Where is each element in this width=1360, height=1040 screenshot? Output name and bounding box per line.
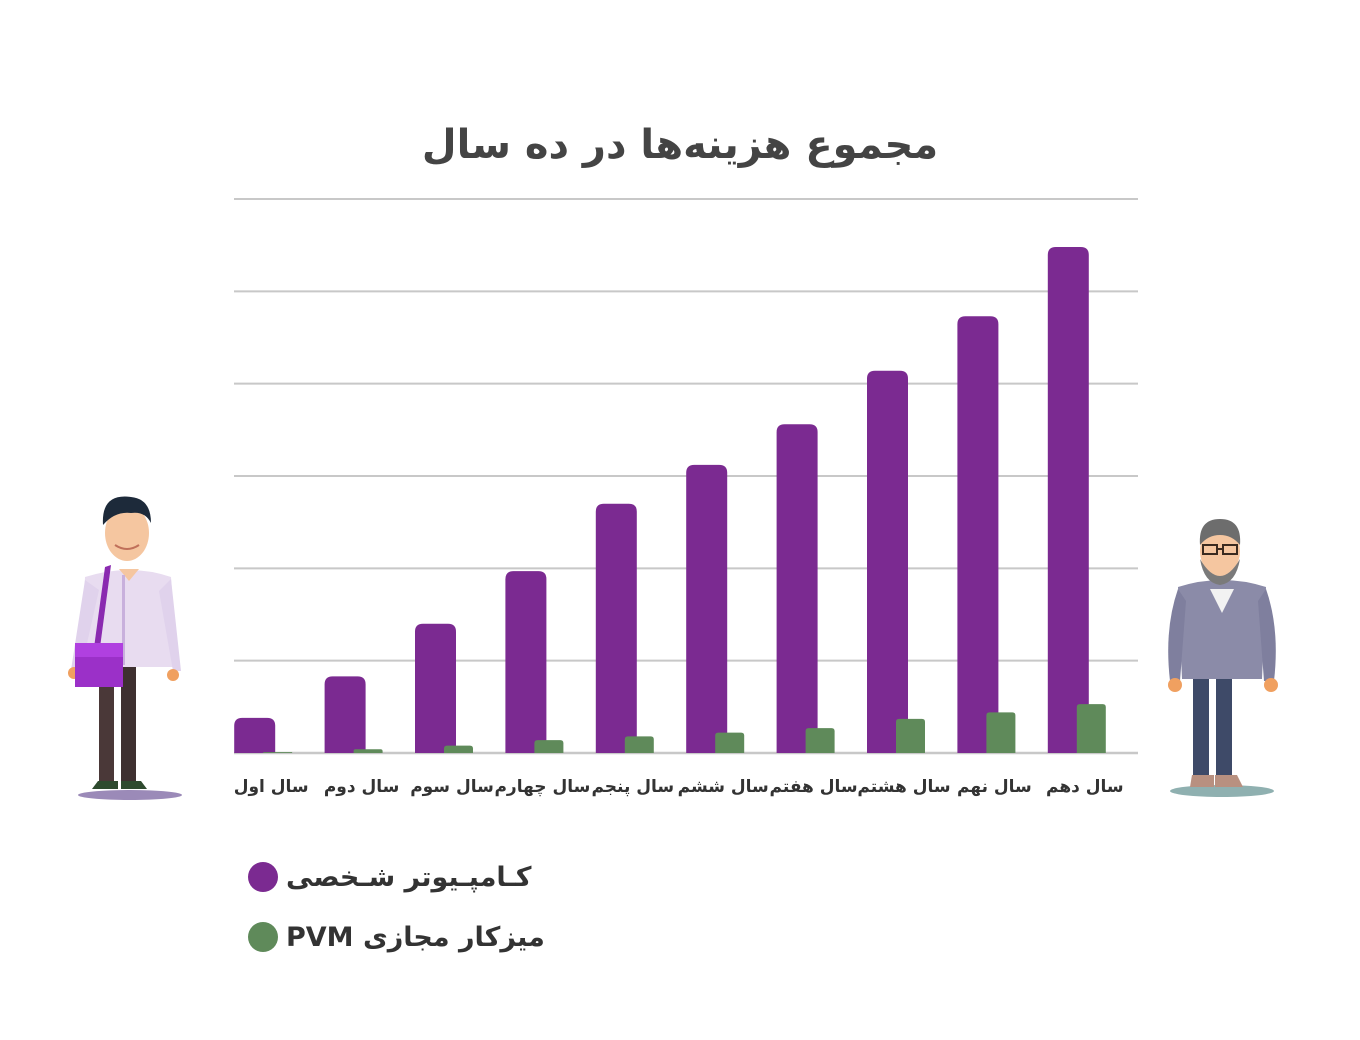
- x-tick-label: سال دوم: [324, 777, 400, 797]
- bar-pvm: [715, 732, 745, 753]
- bar-pc: [324, 676, 366, 753]
- x-tick-label: سال نهم: [957, 777, 1032, 797]
- legend-item-pvm: میزکار مجازی PVM: [248, 920, 545, 954]
- grid-lines: [234, 198, 1138, 755]
- bar-pc: [505, 571, 547, 753]
- bar-pc: [1047, 247, 1089, 753]
- bar-pvm: [1076, 704, 1106, 753]
- bar-pvm: [805, 728, 835, 753]
- x-tick-label: سال هشتم: [857, 777, 950, 797]
- bar-pc: [776, 424, 818, 753]
- legend-swatch-pc: [248, 862, 278, 892]
- legend-swatch-pvm: [248, 922, 278, 952]
- legend-label-pvm: میزکار مجازی PVM: [286, 921, 545, 953]
- x-tick-label: سال هفتم: [770, 777, 858, 797]
- legend-item-pc: کـامپـیوتر شـخصی: [248, 860, 531, 894]
- bar-pc: [686, 464, 728, 753]
- bar-pvm: [896, 718, 925, 753]
- bar-pvm: [624, 736, 654, 753]
- young-man-illustration: [68, 496, 182, 800]
- bar-pc: [415, 623, 456, 753]
- bar-pc: [595, 503, 637, 753]
- bar-pvm: [986, 712, 1016, 753]
- x-tick-label: سال پنجم: [591, 777, 674, 797]
- x-tick-label: سال ششم: [678, 777, 769, 797]
- bar-pc: [867, 370, 908, 753]
- legend-label-pc: کـامپـیوتر شـخصی: [286, 861, 532, 893]
- bar-pvm: [353, 749, 383, 753]
- bar-pvm: [263, 752, 293, 753]
- x-tick-label: سال سوم: [410, 777, 494, 797]
- older-man-illustration: [1168, 519, 1278, 797]
- x-axis-labels: سال اول سال دوم سال سوم سال چهارم سال پنجم سا…: [234, 777, 1124, 797]
- bars: [234, 247, 1106, 753]
- bar-pvm: [534, 740, 564, 753]
- bar-pvm: [444, 745, 473, 753]
- x-tick-label: سال اول: [234, 777, 309, 797]
- x-tick-label: سال چهارم: [494, 777, 590, 797]
- x-tick-label: سال دهم: [1046, 777, 1124, 797]
- bar-pc: [957, 316, 999, 753]
- chart-title: مجموع هزینه‌ها در ده سال: [421, 122, 939, 168]
- bar-pc: [234, 717, 276, 753]
